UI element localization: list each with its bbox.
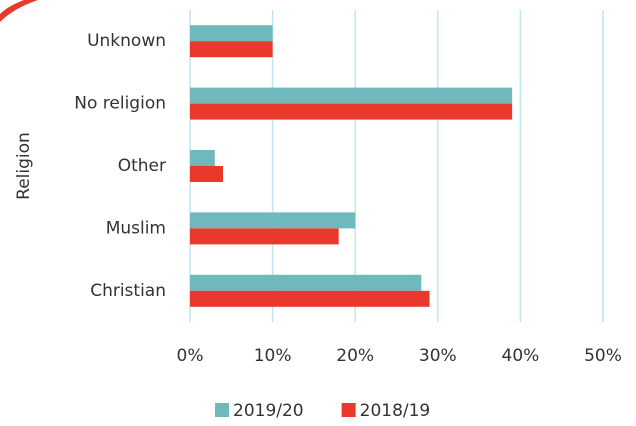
x-tick-label: 0%	[177, 346, 204, 366]
y-axis-label: Religion	[14, 132, 34, 200]
bar	[190, 212, 356, 229]
legend-label: 2018/19	[360, 401, 431, 421]
x-tick-label: 20%	[336, 346, 374, 366]
y-tick-label: Muslim	[106, 218, 166, 238]
y-tick-label: No religion	[74, 94, 166, 114]
x-tick-label: 30%	[419, 346, 457, 366]
legend-swatch	[341, 403, 356, 417]
y-tick-label: Other	[118, 156, 166, 176]
bar	[190, 150, 215, 166]
bar	[190, 87, 513, 104]
bar	[190, 274, 422, 291]
bar	[190, 166, 224, 182]
corner-decoration	[0, 0, 38, 22]
bar	[190, 41, 273, 58]
legend-swatch	[215, 403, 229, 417]
bar	[190, 25, 273, 42]
legend-label: 2019/20	[233, 401, 304, 421]
y-tick-label: Unknown	[87, 31, 166, 51]
x-tick-label: 50%	[584, 346, 622, 366]
bar	[190, 103, 513, 120]
x-tick-label: 40%	[502, 346, 540, 366]
bar	[190, 290, 430, 307]
bar	[190, 228, 339, 245]
y-tick-label: Christian	[90, 281, 166, 301]
x-tick-label: 10%	[254, 346, 292, 366]
